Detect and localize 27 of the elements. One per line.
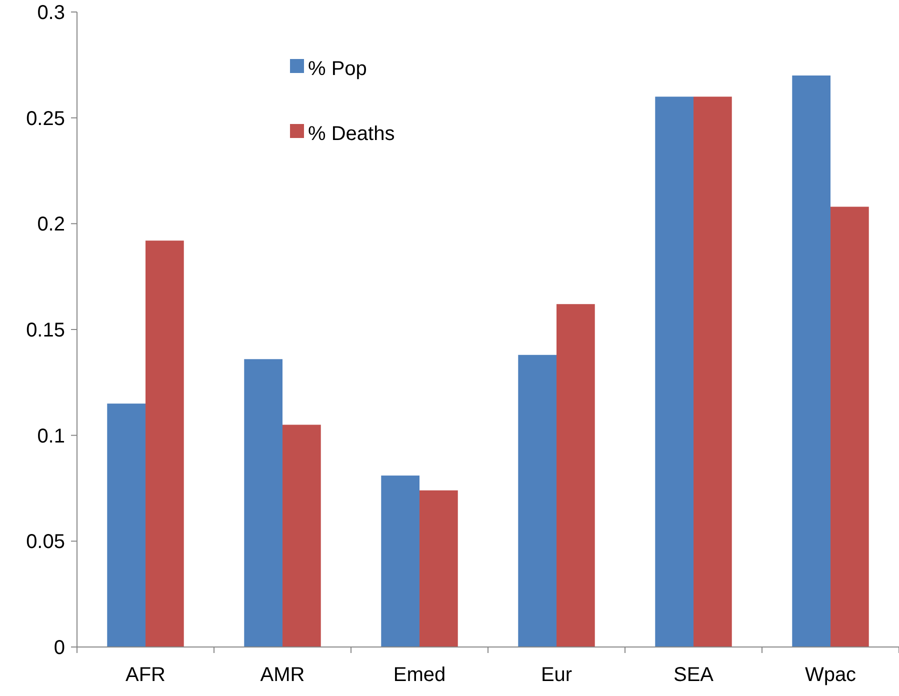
y-tick-label: 0.3 [37,2,65,24]
bar [655,96,694,647]
x-tick-label: SEA [673,664,714,686]
legend-label: % Pop [308,58,367,80]
x-tick-label: Wpac [804,664,856,686]
x-tick-label: AMR [260,664,305,686]
y-tick-label: 0.15 [26,320,65,342]
bar [107,404,146,647]
y-tick-label: 0.25 [26,108,65,130]
x-tick-label: Eur [540,664,572,686]
bar [556,304,595,647]
bar [830,206,869,647]
bar [282,424,321,647]
y-tick-label: 0.1 [37,425,65,448]
x-tick-label: AFR [126,664,166,686]
y-tick-label: 0.2 [37,214,65,236]
y-tick-label: 0.05 [26,531,65,554]
bar [146,240,184,647]
bar [420,490,458,647]
y-tick-label: 0 [54,637,65,659]
bar [381,476,420,647]
legend-label: % Deaths [308,123,395,145]
bar [792,76,830,647]
bar [694,96,732,647]
bar [244,359,282,647]
bar [518,354,556,647]
x-tick-label: Emed [393,664,446,686]
